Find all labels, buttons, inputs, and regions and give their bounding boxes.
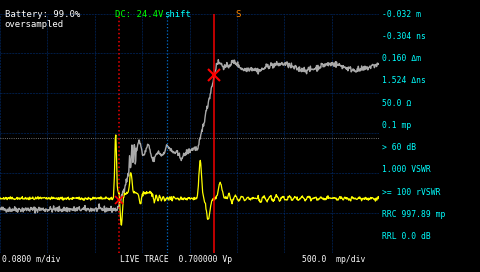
Text: 0.1 mp: 0.1 mp <box>382 121 411 130</box>
Text: RRC 997.89 mp: RRC 997.89 mp <box>382 210 445 219</box>
Text: -0.032 m: -0.032 m <box>382 10 420 18</box>
Text: shift: shift <box>165 10 192 18</box>
Text: S: S <box>235 10 240 18</box>
Text: Battery: 99.0%: Battery: 99.0% <box>5 10 80 18</box>
Text: >= 100 rVSWR: >= 100 rVSWR <box>382 188 440 197</box>
Text: 1.524 Δns: 1.524 Δns <box>382 76 425 85</box>
Text: 0.0800 m/div: 0.0800 m/div <box>2 255 61 264</box>
Text: DC: 24.4V: DC: 24.4V <box>115 10 163 18</box>
Text: RRL 0.0 dB: RRL 0.0 dB <box>382 232 431 241</box>
Text: LIVE TRACE  0.700000 Vp: LIVE TRACE 0.700000 Vp <box>120 255 232 264</box>
Text: 1.000 VSWR: 1.000 VSWR <box>382 165 431 174</box>
Text: 50.0 Ω: 50.0 Ω <box>382 98 411 107</box>
Text: 500.0  mp/div: 500.0 mp/div <box>302 255 366 264</box>
Text: -0.304 ns: -0.304 ns <box>382 32 425 41</box>
Text: > 60 dB: > 60 dB <box>382 143 416 152</box>
Text: oversampled: oversampled <box>5 20 64 29</box>
Text: 0.160 Δm: 0.160 Δm <box>382 54 420 63</box>
